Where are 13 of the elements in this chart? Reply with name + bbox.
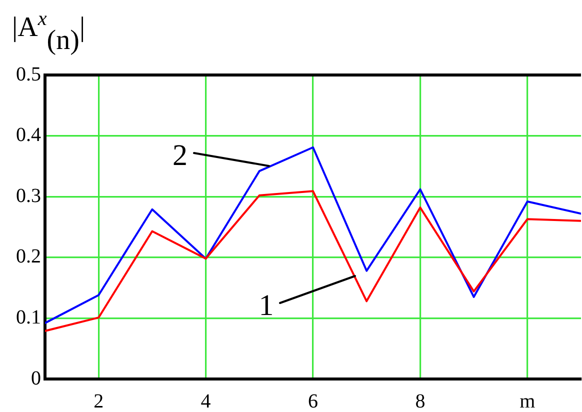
annotation: 2 xyxy=(172,139,188,172)
y-tick-label: 0 xyxy=(31,367,41,390)
y-tick-label: 0.3 xyxy=(16,184,41,207)
x-tick-label: 2 xyxy=(94,390,104,412)
y-tick-label: 0.4 xyxy=(16,124,41,146)
annotation: 1 xyxy=(258,288,274,322)
y-tick-label: 0.5 xyxy=(16,63,41,86)
y-tick-label: 0.2 xyxy=(16,246,41,268)
x-tick-label: 4 xyxy=(200,390,211,412)
x-tick-label: 6 xyxy=(308,390,318,412)
x-tick-label: 8 xyxy=(415,390,426,412)
x-tick-label: m xyxy=(520,390,536,412)
y-tick-label: 0.1 xyxy=(16,306,41,328)
